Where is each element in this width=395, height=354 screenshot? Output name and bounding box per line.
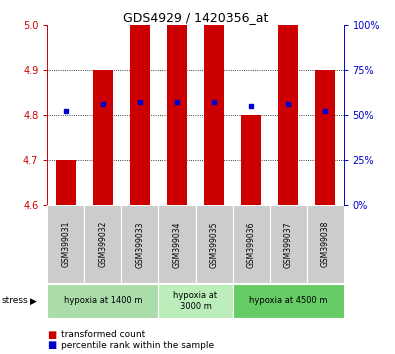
Bar (158, 284, 233, 318)
Bar (315, 70, 335, 205)
Bar (196, 205, 233, 283)
Text: GSM399033: GSM399033 (135, 221, 145, 268)
Bar (167, 25, 187, 205)
Text: stress: stress (2, 296, 28, 306)
Bar (204, 25, 224, 205)
Text: percentile rank within the sample: percentile rank within the sample (61, 341, 214, 350)
Bar (269, 205, 307, 283)
Text: GSM399036: GSM399036 (246, 221, 256, 268)
Text: GSM399035: GSM399035 (209, 221, 218, 268)
Text: hypoxia at 4500 m: hypoxia at 4500 m (249, 296, 327, 306)
Text: GSM399034: GSM399034 (173, 221, 182, 268)
Text: GSM399031: GSM399031 (61, 221, 70, 268)
Bar (56, 160, 76, 205)
Bar (130, 25, 150, 205)
Text: GSM399032: GSM399032 (98, 221, 107, 268)
Text: GSM399037: GSM399037 (284, 221, 293, 268)
Bar (278, 25, 298, 205)
Bar (241, 115, 261, 205)
Bar (307, 205, 344, 283)
Bar (93, 70, 113, 205)
Text: ■: ■ (47, 330, 56, 339)
Text: ▶: ▶ (30, 296, 37, 306)
Bar (233, 205, 269, 283)
Bar (233, 284, 344, 318)
Title: GDS4929 / 1420356_at: GDS4929 / 1420356_at (123, 11, 268, 24)
Text: GSM399038: GSM399038 (321, 221, 330, 268)
Bar (85, 205, 122, 283)
Text: hypoxia at
3000 m: hypoxia at 3000 m (173, 291, 218, 310)
Bar (47, 284, 158, 318)
Bar (122, 205, 158, 283)
Bar (47, 205, 85, 283)
Text: transformed count: transformed count (61, 330, 145, 339)
Text: ■: ■ (47, 340, 56, 350)
Text: hypoxia at 1400 m: hypoxia at 1400 m (64, 296, 142, 306)
Bar (158, 205, 196, 283)
